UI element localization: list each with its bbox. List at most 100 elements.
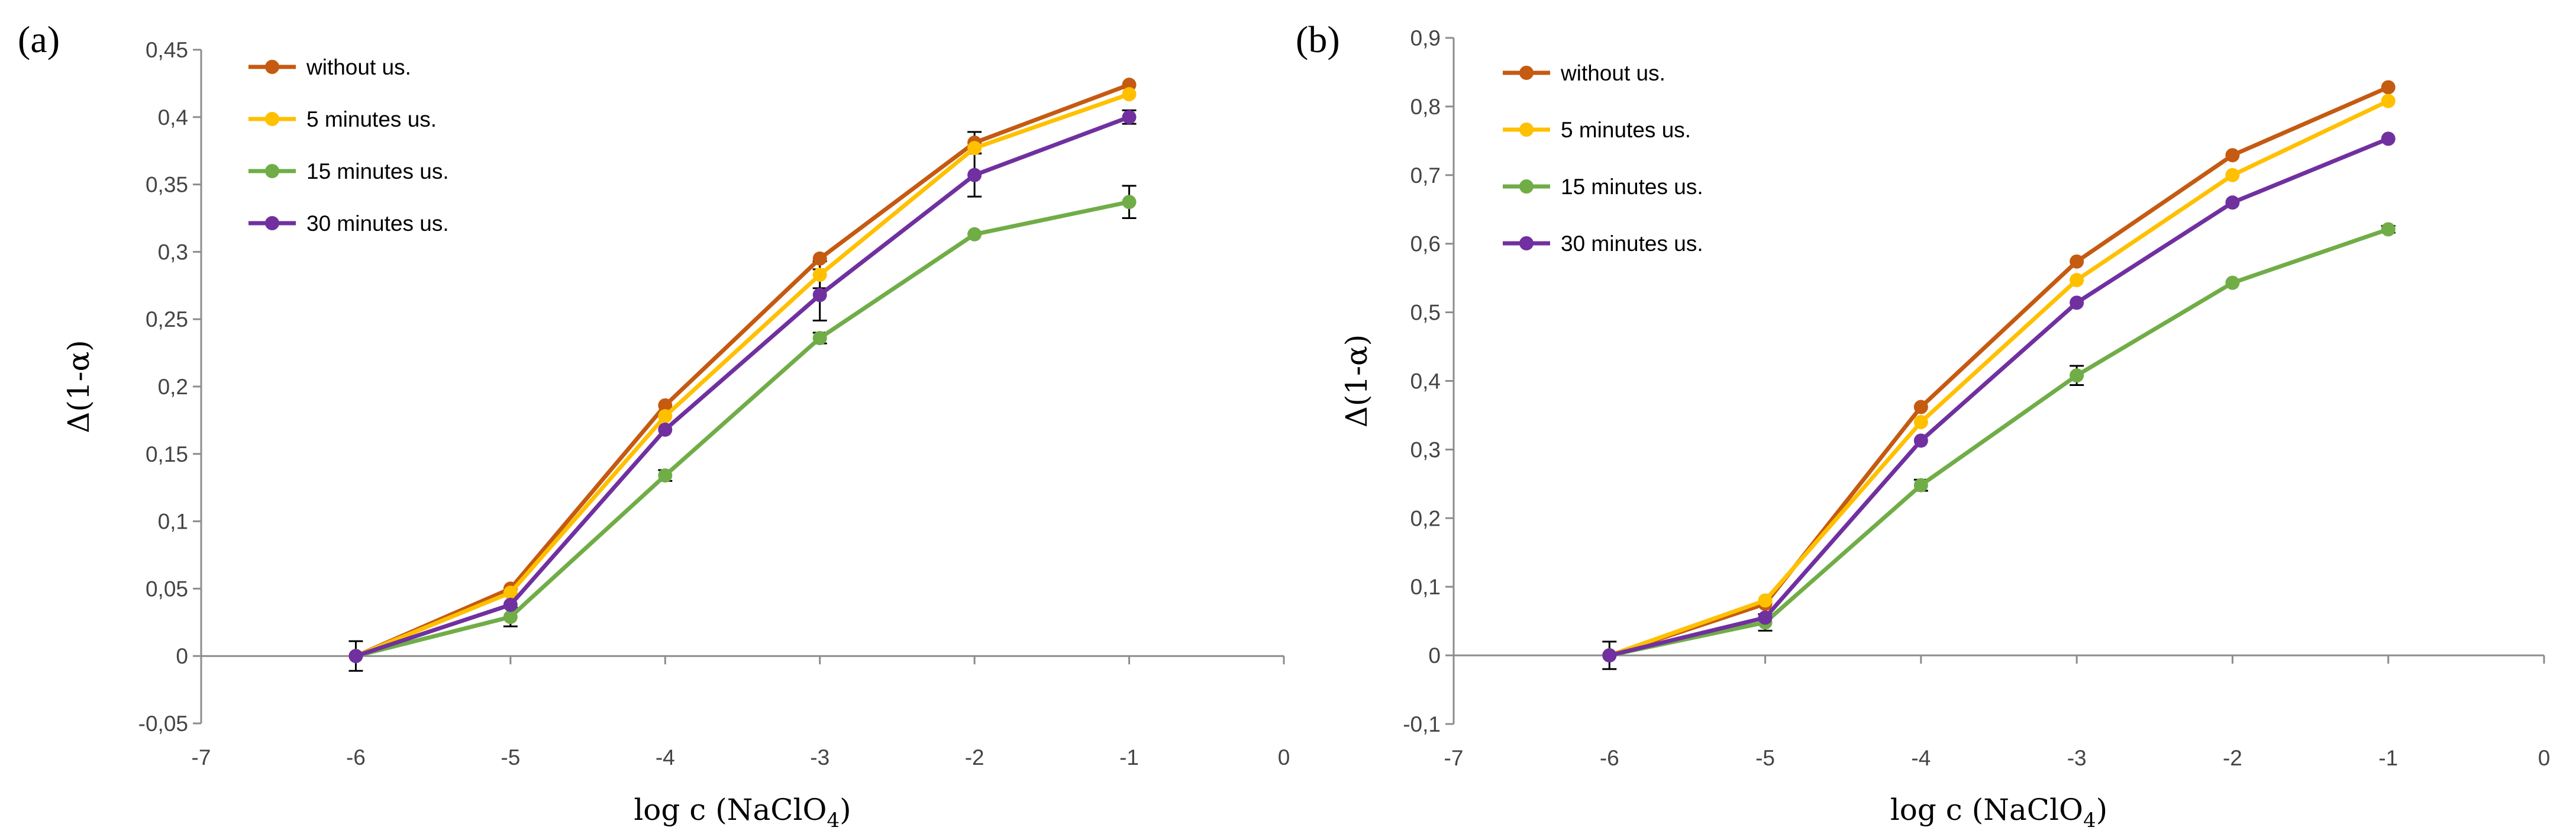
x-tick-label: 0	[1278, 745, 1290, 770]
panel-label: (b)	[1296, 18, 1340, 60]
series-line-30-minutes-us	[355, 115, 1130, 658]
series-line-5-minutes-us	[1609, 99, 2390, 658]
x-axis-title-main: log c (NaClO	[634, 793, 827, 827]
data-point-5-minutes-us	[812, 268, 827, 282]
data-point-30-minutes-us	[1758, 610, 1773, 625]
x-axis-title-main: log c (NaClO	[1890, 793, 2083, 827]
data-point-5-minutes-us	[1758, 593, 1773, 608]
y-tick-label: 0,35	[146, 173, 188, 197]
y-tick-label: 0,6	[1410, 232, 1441, 256]
x-axis-title: log c (NaClO4)	[634, 793, 851, 832]
legend-label-30-minutes-us: 30 minutes us.	[1561, 231, 1703, 256]
legend-marker-15-minutes-us	[265, 164, 279, 178]
series-line-5-minutes-us	[355, 92, 1130, 658]
y-tick-label: 0,4	[1410, 369, 1441, 394]
data-point-15-minutes-us	[2070, 368, 2084, 383]
data-point-15-minutes-us	[1122, 195, 1137, 210]
legend-label-15-minutes-us: 15 minutes us.	[1561, 175, 1703, 199]
y-tick-label: 0,45	[146, 38, 188, 62]
legend-label-15-minutes-us: 15 minutes us.	[306, 159, 449, 184]
data-point-5-minutes-us	[658, 409, 673, 424]
x-tick-label: -1	[1119, 745, 1139, 770]
legend-marker-15-minutes-us	[1519, 179, 1534, 194]
x-tick-label: -2	[965, 745, 984, 770]
chart-panel-b: (b) -0,1 0 0,1 0,2 0,3 0,4 0,5 0,6 0,7 0,8 0,9 -7 -6 -…	[1296, 18, 2550, 832]
y-axis-title: Δ(1-α)	[1339, 334, 1374, 428]
data-point-15-minutes-us	[967, 227, 982, 242]
x-tick-label: -5	[501, 745, 520, 770]
y-tick-label: 0	[176, 644, 188, 668]
panel-label: (a)	[18, 18, 60, 60]
data-point-30-minutes-us	[1913, 433, 1928, 448]
y-tick-label: 0,9	[1410, 26, 1441, 50]
x-tick-label: -1	[2378, 746, 2398, 770]
data-point-30-minutes-us	[658, 422, 673, 437]
data-point-30-minutes-us	[348, 649, 363, 664]
y-axis-title: Δ(1-α)	[62, 340, 96, 433]
data-point-15-minutes-us	[658, 468, 673, 483]
data-point-5-minutes-us	[503, 585, 518, 600]
y-tick-label: 0,8	[1410, 95, 1441, 119]
x-tick-label: -4	[1911, 746, 1931, 770]
x-axis-title-end: )	[840, 793, 851, 827]
y-tick-label: 0,15	[146, 442, 188, 466]
x-tick-label: -6	[346, 745, 366, 770]
data-point-5-minutes-us	[1913, 415, 1928, 430]
legend-marker-without-us	[265, 60, 279, 74]
data-point-30-minutes-us	[2381, 131, 2396, 146]
data-point-without-us	[2225, 148, 2240, 163]
legend-label-5-minutes-us: 5 minutes us.	[1561, 118, 1691, 142]
data-point-5-minutes-us	[1122, 87, 1137, 102]
legend-marker-5-minutes-us	[1519, 123, 1534, 137]
y-tick-label: 0,3	[1410, 437, 1441, 462]
y-tick-label: 0,2	[158, 375, 188, 399]
data-point-30-minutes-us	[1602, 648, 1617, 663]
legend-label-without-us: without us.	[306, 55, 411, 79]
x-axis-title: log c (NaClO4)	[1890, 793, 2107, 832]
data-point-30-minutes-us	[967, 168, 982, 182]
x-tick-label: 0	[2538, 746, 2551, 770]
x-axis-title-subscript: 4	[2083, 809, 2096, 832]
y-tick-label: 0,5	[1410, 301, 1441, 325]
y-tick-label: 0,25	[146, 307, 188, 332]
x-tick-label: -2	[2223, 746, 2242, 770]
legend-label-without-us: without us.	[1560, 61, 1665, 85]
y-tick-label: 0,3	[158, 240, 188, 264]
y-tick-label: 0,4	[158, 105, 188, 130]
legend-marker-without-us	[1519, 66, 1534, 80]
data-point-without-us	[812, 251, 827, 266]
y-tick-label: -0,1	[1403, 712, 1441, 736]
data-point-without-us	[2070, 254, 2084, 269]
series-line-without-us	[1609, 85, 2390, 658]
series-line-30-minutes-us	[1609, 137, 2390, 658]
series-line-15-minutes-us	[355, 199, 1130, 658]
y-tick-label: 0,1	[158, 510, 188, 534]
data-point-15-minutes-us	[2225, 275, 2240, 290]
y-tick-label: 0,1	[1410, 575, 1441, 599]
legend-marker-30-minutes-us	[265, 216, 279, 230]
x-tick-label: -5	[1755, 746, 1775, 770]
data-point-5-minutes-us	[2225, 168, 2240, 182]
data-point-30-minutes-us	[2225, 195, 2240, 210]
x-tick-label: -7	[192, 745, 211, 770]
data-point-30-minutes-us	[812, 288, 827, 302]
data-point-5-minutes-us	[2381, 94, 2396, 108]
legend-marker-5-minutes-us	[265, 112, 279, 126]
data-point-30-minutes-us	[503, 597, 518, 612]
data-point-without-us	[1913, 400, 1928, 414]
x-axis-title-end: )	[2096, 793, 2108, 827]
data-point-15-minutes-us	[1913, 478, 1928, 493]
data-point-without-us	[2381, 80, 2396, 95]
legend-label-30-minutes-us: 30 minutes us.	[306, 211, 449, 236]
x-tick-label: -3	[2067, 746, 2087, 770]
x-tick-label: -3	[810, 745, 829, 770]
legend-marker-30-minutes-us	[1519, 236, 1534, 250]
y-tick-label: 0,7	[1410, 163, 1441, 188]
series-line-15-minutes-us	[1609, 227, 2389, 658]
x-tick-label: -7	[1444, 746, 1464, 770]
data-point-30-minutes-us	[1122, 110, 1137, 124]
data-point-30-minutes-us	[2070, 295, 2084, 310]
x-tick-label: -6	[1600, 746, 1619, 770]
data-point-5-minutes-us	[2070, 273, 2084, 288]
